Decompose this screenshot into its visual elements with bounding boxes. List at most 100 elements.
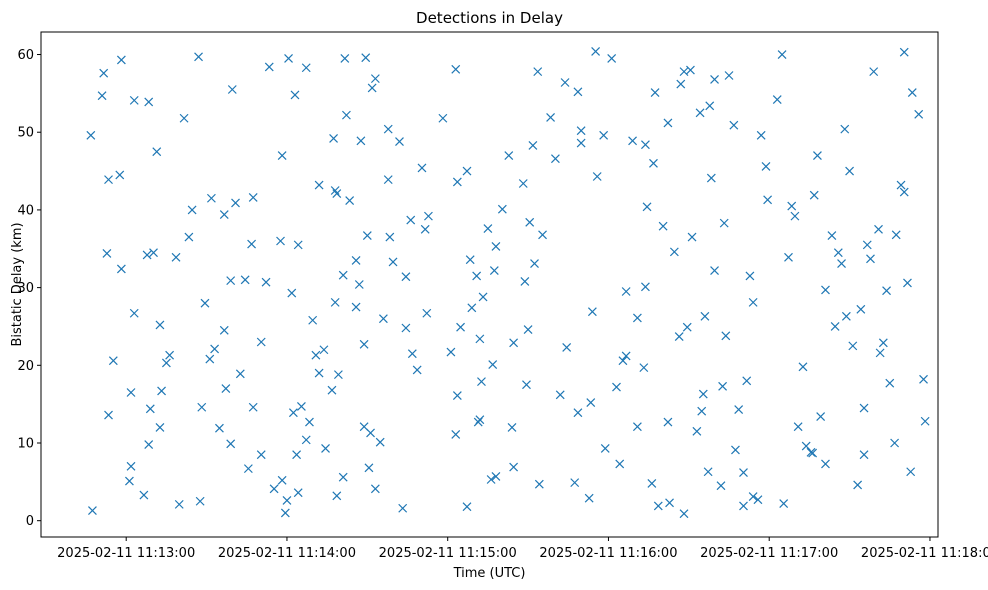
- data-point: [882, 286, 891, 296]
- data-point: [719, 218, 729, 228]
- data-point: [333, 370, 343, 380]
- data-point: [607, 53, 617, 63]
- data-point: [592, 172, 602, 181]
- data-point: [330, 186, 340, 195]
- data-point: [97, 91, 107, 101]
- data-point: [240, 275, 250, 285]
- data-point: [161, 358, 171, 368]
- data-point: [99, 68, 109, 78]
- data-point: [338, 472, 348, 482]
- data-point: [321, 444, 330, 453]
- data-point: [639, 363, 649, 373]
- data-point: [420, 224, 430, 234]
- data-point: [840, 124, 850, 134]
- x-tick-label: 2025-02-11 11:16:00: [539, 546, 677, 561]
- data-point: [385, 232, 395, 242]
- data-point: [573, 87, 583, 97]
- data-point: [813, 151, 822, 160]
- data-point: [576, 126, 586, 136]
- data-point: [899, 187, 909, 197]
- data-point: [126, 461, 136, 471]
- data-point: [676, 79, 686, 89]
- data-point: [793, 422, 803, 432]
- data-point: [739, 501, 748, 511]
- data-point: [682, 322, 692, 332]
- data-point: [756, 130, 766, 140]
- data-point: [628, 136, 637, 146]
- data-point: [338, 270, 348, 280]
- data-point: [520, 276, 530, 286]
- data-point: [305, 417, 314, 427]
- data-point: [507, 423, 517, 432]
- data-point: [710, 266, 719, 275]
- y-tick-label: 20: [17, 359, 34, 374]
- data-point: [837, 259, 846, 268]
- data-point: [859, 403, 869, 413]
- data-point: [669, 247, 679, 257]
- x-axis-label: Time (UTC): [453, 566, 526, 581]
- data-point: [451, 430, 461, 439]
- data-point: [378, 314, 388, 324]
- data-point: [632, 422, 642, 432]
- data-point: [724, 71, 734, 80]
- data-point: [129, 308, 139, 318]
- data-point: [745, 271, 755, 281]
- data-point: [920, 416, 930, 426]
- data-point: [227, 85, 237, 94]
- data-point: [772, 95, 782, 105]
- data-point: [142, 250, 152, 260]
- data-point: [383, 175, 393, 185]
- data-point: [679, 509, 689, 519]
- data-point: [155, 423, 165, 432]
- data-point: [891, 230, 901, 240]
- data-point: [845, 166, 855, 176]
- data-point: [102, 248, 112, 258]
- data-point: [841, 311, 851, 321]
- data-point: [475, 334, 485, 344]
- data-point: [231, 198, 240, 208]
- data-point: [827, 231, 837, 240]
- data-point: [753, 495, 763, 505]
- data-point: [478, 292, 488, 302]
- data-point: [869, 67, 879, 77]
- y-axis-ticks: 0 10 20 30 40 50 60: [17, 48, 41, 529]
- data-point: [584, 493, 594, 503]
- data-point: [395, 137, 404, 146]
- data-point: [256, 337, 266, 347]
- data-point: [301, 435, 311, 445]
- data-point: [686, 65, 695, 75]
- data-point: [284, 53, 293, 63]
- data-point: [761, 161, 771, 171]
- y-tick-label: 50: [17, 126, 34, 141]
- data-point: [899, 47, 909, 57]
- data-point: [525, 217, 535, 227]
- data-point: [145, 404, 155, 414]
- data-point: [914, 109, 924, 119]
- data-point: [555, 390, 565, 400]
- data-point: [288, 408, 298, 418]
- data-point: [705, 101, 715, 111]
- data-point: [734, 405, 744, 415]
- data-point: [874, 224, 883, 234]
- data-point: [219, 210, 229, 220]
- data-point: [674, 332, 684, 341]
- data-point: [171, 252, 181, 262]
- data-point: [314, 368, 324, 378]
- data-point: [319, 345, 329, 355]
- data-point: [187, 205, 197, 215]
- data-point: [665, 498, 674, 508]
- data-point: [235, 369, 245, 379]
- data-point: [919, 374, 928, 384]
- data-point: [632, 313, 642, 323]
- data-point: [452, 177, 462, 187]
- data-point: [155, 320, 165, 330]
- data-point: [663, 118, 673, 128]
- data-point: [550, 154, 560, 164]
- data-point: [247, 239, 257, 249]
- data-point: [248, 402, 258, 412]
- data-point: [586, 398, 596, 408]
- data-point: [361, 53, 371, 63]
- x-axis-ticks: 2025-02-11 11:13:00 2025-02-11 11:14:00 20…: [57, 537, 988, 561]
- data-point: [327, 385, 337, 395]
- data-point: [491, 242, 501, 251]
